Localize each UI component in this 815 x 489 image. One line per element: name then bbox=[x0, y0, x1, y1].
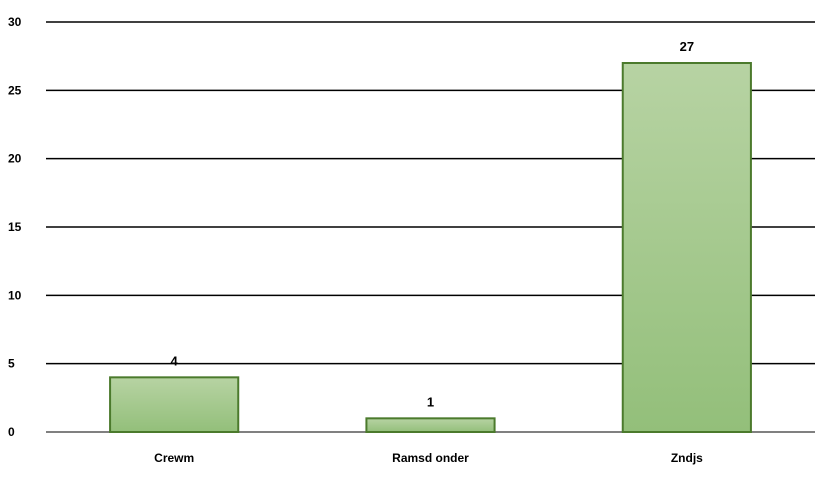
y-tick-label: 15 bbox=[8, 220, 22, 234]
x-tick-label: Ramsd onder bbox=[392, 451, 469, 465]
bars bbox=[109, 62, 752, 434]
x-axis-tick-labels: Crewm Ramsd onder Zndjs bbox=[154, 451, 703, 465]
bar bbox=[621, 62, 752, 433]
y-tick-label: 30 bbox=[8, 15, 22, 29]
data-label: 1 bbox=[427, 394, 434, 409]
data-labels: 4 1 27 bbox=[171, 39, 695, 409]
bar bbox=[365, 417, 496, 434]
y-axis-tick-labels: 0 5 10 15 20 25 30 bbox=[8, 15, 22, 439]
y-tick-label: 25 bbox=[8, 83, 22, 97]
y-tick-label: 20 bbox=[8, 152, 22, 166]
x-tick-label: Zndjs bbox=[671, 451, 703, 465]
y-tick-label: 10 bbox=[8, 288, 22, 302]
x-tick-label: Crewm bbox=[154, 451, 194, 465]
y-tick-label: 5 bbox=[8, 357, 15, 371]
y-tick-label: 0 bbox=[8, 425, 15, 439]
bar bbox=[109, 376, 240, 434]
data-label: 27 bbox=[680, 39, 694, 54]
gridlines bbox=[46, 21, 815, 433]
data-label: 4 bbox=[171, 353, 179, 368]
